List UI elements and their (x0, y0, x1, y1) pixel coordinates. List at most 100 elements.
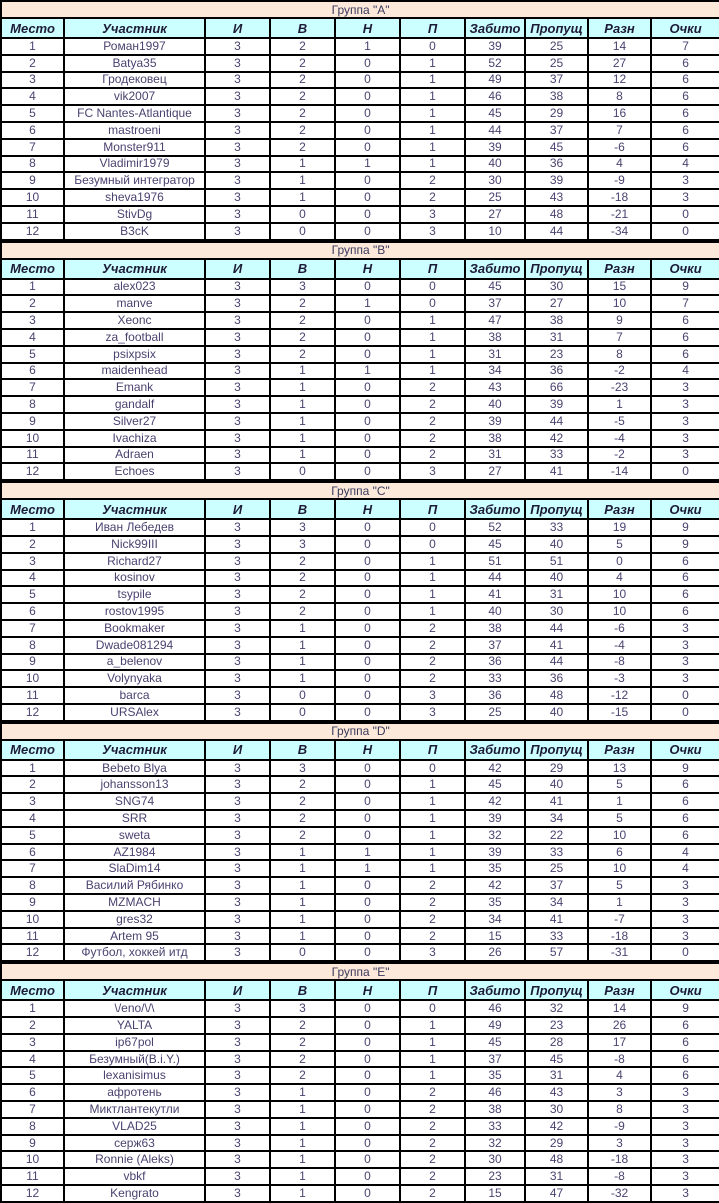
cell-losses: 2 (399, 893, 466, 912)
cell-points: 4 (649, 154, 719, 174)
column-header-conceded: Пропущ (524, 257, 589, 280)
cell-participant: B3cK (63, 221, 206, 241)
cell-scored: 27 (464, 462, 526, 482)
column-header-diff: Разн (587, 498, 652, 521)
cell-wins: 2 (269, 104, 336, 123)
cell-diff: -32 (587, 1184, 652, 1203)
cell-diff: 10 (587, 294, 652, 314)
cell-place: 5 (0, 585, 65, 605)
cell-losses: 1 (399, 1049, 466, 1069)
column-header-place: Место (0, 257, 65, 280)
cell-games: 3 (204, 87, 271, 107)
table-row: 7 Миктлантекутли 3 1 0 2 38 30 8 3 (0, 1100, 719, 1119)
cell-participant: StivDg (63, 204, 206, 224)
cell-losses: 0 (399, 999, 466, 1019)
table-row: 8 Dwade081294 3 1 0 2 37 41 -4 3 (0, 635, 719, 655)
cell-conceded: 37 (524, 120, 589, 140)
cell-points: 3 (649, 411, 719, 431)
cell-conceded: 33 (524, 518, 589, 537)
cell-losses: 2 (399, 1167, 466, 1187)
cell-participant: Adraen (63, 445, 206, 465)
column-header-draws: Н (334, 979, 401, 1002)
column-header-games: И (204, 738, 271, 761)
cell-diff: -7 (587, 909, 652, 929)
cell-scored: 46 (464, 87, 526, 107)
cell-draws: 0 (334, 70, 401, 90)
cell-conceded: 48 (524, 686, 589, 705)
cell-scored: 36 (464, 652, 526, 672)
cell-scored: 52 (464, 53, 526, 73)
cell-points: 6 (649, 602, 719, 621)
table-row: 6 афротень 3 1 0 2 46 43 3 3 (0, 1083, 719, 1103)
cell-participant: MZMACH (63, 893, 206, 912)
cell-points: 4 (649, 842, 719, 862)
cell-scored: 45 (464, 277, 526, 297)
cell-diff: 13 (587, 758, 652, 778)
cell-draws: 0 (334, 1133, 401, 1153)
cell-diff: 4 (587, 154, 652, 174)
cell-losses: 1 (399, 859, 466, 879)
cell-scored: 30 (464, 171, 526, 191)
cell-losses: 1 (399, 344, 466, 364)
cell-diff: 15 (587, 277, 652, 297)
cell-place: 2 (0, 1016, 65, 1035)
cell-place: 11 (0, 926, 65, 946)
cell-conceded: 27 (524, 294, 589, 314)
cell-games: 3 (204, 188, 271, 207)
cell-draws: 0 (334, 792, 401, 812)
table-row: 7 Bookmaker 3 1 0 2 38 44 -6 3 (0, 618, 719, 638)
cell-games: 3 (204, 1016, 271, 1035)
cell-diff: 7 (587, 327, 652, 347)
cell-points: 6 (649, 70, 719, 90)
cell-participant: Ronnie (Aleks) (63, 1150, 206, 1170)
table-row: 3 ip67pol 3 2 0 1 45 28 17 6 (0, 1032, 719, 1052)
table-row: 11 Adraen 3 1 0 2 31 33 -2 3 (0, 445, 719, 465)
cell-wins: 2 (269, 344, 336, 364)
cell-points: 6 (649, 327, 719, 347)
column-header-scored: Забито (464, 738, 526, 761)
cell-place: 9 (0, 411, 65, 431)
column-header-wins: В (269, 738, 336, 761)
cell-losses: 1 (399, 154, 466, 174)
cell-diff: 3 (587, 1133, 652, 1153)
cell-wins: 1 (269, 428, 336, 448)
cell-place: 11 (0, 1167, 65, 1187)
cell-points: 6 (649, 53, 719, 73)
cell-losses: 2 (399, 1116, 466, 1136)
cell-wins: 3 (269, 999, 336, 1019)
cell-participant: Echoes (63, 462, 206, 482)
cell-scored: 26 (464, 943, 526, 963)
cell-conceded: 37 (524, 70, 589, 90)
cell-scored: 49 (464, 70, 526, 90)
cell-wins: 2 (269, 792, 336, 812)
cell-points: 3 (649, 652, 719, 672)
cell-draws: 0 (334, 652, 401, 672)
cell-games: 3 (204, 943, 271, 963)
cell-losses: 2 (399, 1184, 466, 1203)
cell-diff: -14 (587, 462, 652, 482)
cell-conceded: 31 (524, 1167, 589, 1187)
cell-losses: 2 (399, 411, 466, 431)
cell-participant: za_football (63, 327, 206, 347)
cell-games: 3 (204, 171, 271, 191)
cell-losses: 3 (399, 702, 466, 722)
cell-place: 1 (0, 999, 65, 1019)
cell-games: 3 (204, 909, 271, 929)
cell-losses: 1 (399, 361, 466, 381)
cell-games: 3 (204, 411, 271, 431)
cell-participant: rostov1995 (63, 602, 206, 621)
cell-participant: manve (63, 294, 206, 314)
table-row: 6 maidenhead 3 1 1 1 34 36 -2 4 (0, 361, 719, 381)
cell-place: 3 (0, 70, 65, 90)
cell-diff: 5 (587, 809, 652, 828)
cell-points: 6 (649, 1016, 719, 1035)
cell-conceded: 43 (524, 188, 589, 207)
cell-conceded: 41 (524, 462, 589, 482)
cell-conceded: 48 (524, 1150, 589, 1170)
column-header-participant: Участник (63, 979, 206, 1002)
table-row: 4 vik2007 3 2 0 1 46 38 8 6 (0, 87, 719, 107)
cell-points: 3 (649, 428, 719, 448)
cell-wins: 1 (269, 652, 336, 672)
cell-participant: FC Nantes-Atlantique (63, 104, 206, 123)
cell-losses: 1 (399, 87, 466, 107)
